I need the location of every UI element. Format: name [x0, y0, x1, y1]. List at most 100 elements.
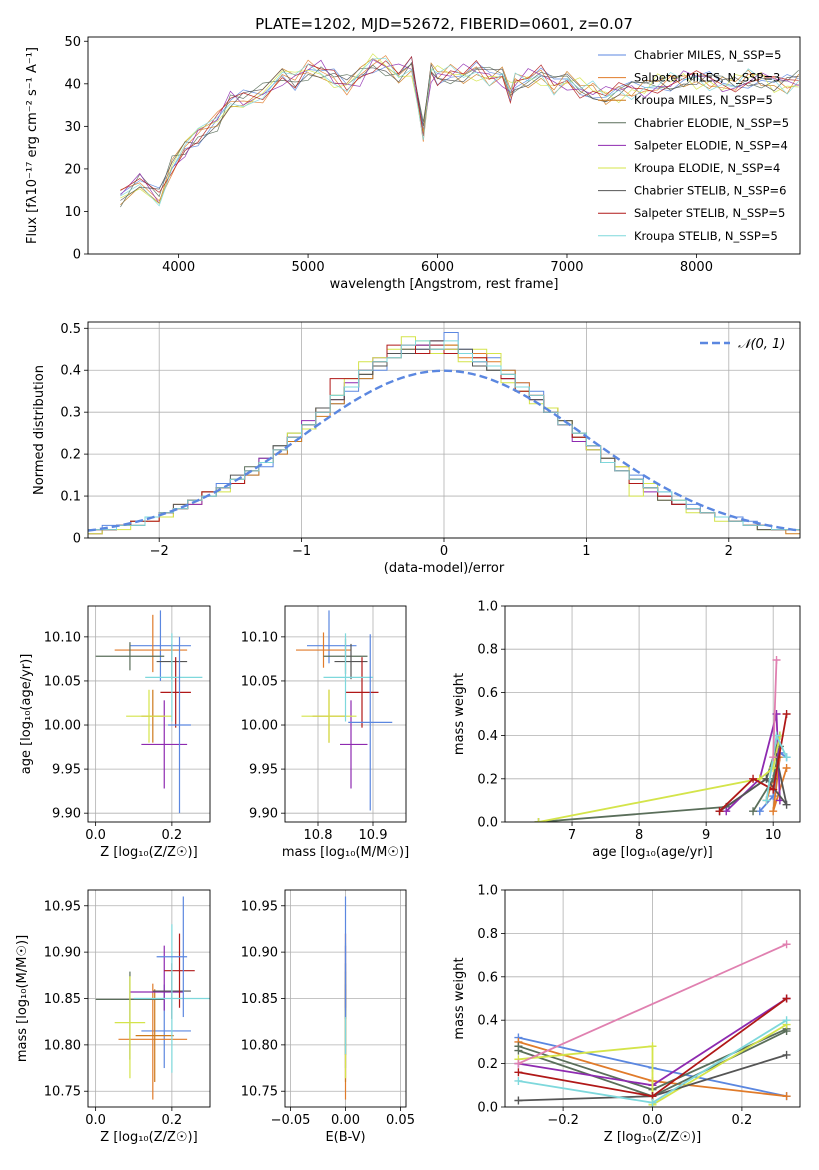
plot-area-spectrum: [120, 53, 800, 208]
y-tick-label: 50: [64, 35, 81, 50]
legend-entry: Chabrier STELIB, N_SSP=6: [634, 184, 786, 198]
mass-weight-marker: [514, 1059, 523, 1068]
legend-entry: Salpeter MILES, N_SSP=3: [634, 71, 780, 85]
mass-weight-line-9: [518, 943, 787, 1065]
mass-weight-marker: [782, 1016, 791, 1025]
x-axis-label: Z [log₁₀(Z/Z☉)]: [604, 1130, 701, 1145]
figure-title: PLATE=1202, MJD=52672, FIBERID=0601, z=0…: [255, 15, 633, 33]
x-tick-label: 1: [582, 544, 590, 559]
y-tick-label: 0.2: [477, 1057, 498, 1072]
y-tick-label: 10.10: [44, 630, 81, 645]
x-tick-label: 0.05: [386, 1113, 415, 1128]
y-tick-label: 1.0: [477, 600, 498, 615]
plot-area-age_vs_mass: [296, 610, 393, 811]
x-axis-label: E(B-V): [325, 1130, 365, 1145]
legend-entry: Kroupa STELIB, N_SSP=5: [634, 229, 778, 243]
mass-weight-marker: [769, 753, 778, 762]
mass-weight-line-5: [518, 1023, 788, 1107]
legend-entry: Chabrier ELODIE, N_SSP=5: [634, 116, 789, 130]
mass-weight-marker: [762, 796, 771, 805]
gaussian-curve: [88, 369, 800, 532]
spectrum-line-8: [120, 57, 799, 207]
mass-weight-marker: [769, 764, 778, 772]
mass-weight-marker: [648, 1098, 657, 1107]
y-tick-label: 10.80: [241, 1038, 278, 1053]
x-tick-label: 0.0: [85, 828, 106, 843]
x-tick-label: 4000: [162, 260, 195, 275]
mass-weight-marker: [772, 656, 781, 664]
x-tick-label: 9: [702, 828, 710, 843]
mass-weight-marker: [514, 1096, 523, 1105]
y-axis-label: Normed distribution: [32, 365, 47, 495]
y-tick-label: 9.95: [52, 763, 81, 778]
y-axis-label: mass weight: [452, 673, 467, 755]
spectrum-line-1: [120, 55, 799, 202]
x-tick-label: −0.05: [271, 1113, 311, 1128]
axes-age_vs_mass: 10.8 10.9 9.90 9.95 10.00 10.05 10.10: [241, 606, 406, 843]
legend-entry: Kroupa MILES, N_SSP=5: [634, 93, 773, 107]
axes-age_vs_Z: 0.0 0.2 9.90 9.95 10.00 10.05 10.10: [44, 606, 210, 843]
y-tick-label: 10.80: [44, 1038, 81, 1053]
y-tick-label: 0.2: [477, 772, 498, 787]
y-tick-label: 0.2: [60, 448, 81, 463]
legend-entry: Chabrier MILES, N_SSP=5: [634, 48, 781, 62]
y-tick-label: 0.0: [477, 1101, 498, 1116]
y-tick-label: 10.90: [241, 946, 278, 961]
mass-weight-line-5: [538, 735, 781, 822]
y-axis-label: age [log₁₀(age/yr)]: [19, 654, 34, 775]
y-tick-label: 0.8: [477, 927, 498, 942]
y-tick-label: 0.1: [60, 490, 81, 505]
x-tick-label: −0.2: [547, 1113, 579, 1128]
y-tick-label: 1.0: [477, 884, 498, 899]
y-tick-label: 0.4: [60, 364, 81, 379]
y-tick-label: 0.0: [477, 816, 498, 831]
x-tick-label: 8000: [680, 260, 713, 275]
mass-weight-marker: [715, 807, 724, 816]
spectrum-line-3: [120, 63, 799, 208]
frame-age_vs_Z: [87, 605, 211, 823]
y-tick-label: 10.05: [241, 674, 278, 689]
x-tick-label: 7000: [550, 260, 583, 275]
x-tick-label: 5000: [292, 260, 325, 275]
y-axis-label: Flux [fλ10⁻¹⁷ erg cm⁻² s⁻¹ A⁻¹]: [25, 47, 40, 244]
legend: Chabrier MILES, N_SSP=5 Salpeter MILES, N…: [598, 48, 789, 243]
legend-entry: Kroupa ELODIE, N_SSP=4: [634, 161, 780, 175]
mass-weight-line-6: [718, 757, 788, 812]
y-tick-label: 9.95: [249, 763, 278, 778]
plot-area-weight_vs_Z: [514, 940, 791, 1107]
legend-entry: 𝒩(0, 1): [738, 337, 785, 352]
mass-weight-marker: [755, 807, 764, 816]
plot-area-weight_vs_age: [534, 656, 791, 822]
x-tick-label: 0.2: [162, 1113, 183, 1128]
y-tick-label: 10.90: [44, 946, 81, 961]
y-tick-label: 20: [64, 162, 81, 177]
y-tick-label: 0: [73, 532, 81, 547]
y-tick-label: 10.95: [44, 899, 81, 914]
frame-age_vs_mass: [284, 605, 407, 823]
y-tick-label: 9.90: [249, 807, 278, 822]
histogram-step-8: [88, 340, 800, 538]
mass-weight-marker: [769, 785, 778, 794]
y-tick-label: 0.6: [477, 686, 498, 701]
mass-weight-marker: [722, 807, 731, 816]
y-tick-label: 10.75: [44, 1085, 81, 1100]
axes-mass_vs_ebv: −0.05 0.00 0.05 10.75 10.80 10.85 10.90 10.95: [241, 890, 415, 1128]
x-axis-label: Z [log₁₀(Z/Z☉)]: [100, 1130, 197, 1145]
x-axis-label: mass [log₁₀(M/M☉)]: [282, 845, 409, 860]
x-axis-label: (data-model)/error: [384, 561, 505, 576]
frame-mass_vs_Z: [87, 889, 211, 1108]
x-tick-label: 10.8: [304, 828, 333, 843]
axes-spectrum: 4000 5000 6000 7000 8000 0 10 20 30 40 50: [64, 35, 713, 275]
y-tick-label: 30: [64, 120, 81, 135]
mass-weight-marker: [782, 753, 791, 762]
y-axis-label: mass [log₁₀(M/M☉)]: [15, 935, 30, 1062]
y-tick-label: 0.8: [477, 643, 498, 658]
x-tick-label: 0.2: [732, 1113, 753, 1128]
spectrum-line-6: [120, 61, 799, 201]
mass-weight-marker: [769, 807, 778, 816]
y-tick-label: 10: [64, 205, 81, 220]
mass-weight-line-7: [718, 713, 788, 812]
x-tick-label: 0: [440, 544, 448, 559]
x-tick-label: 8: [635, 828, 643, 843]
